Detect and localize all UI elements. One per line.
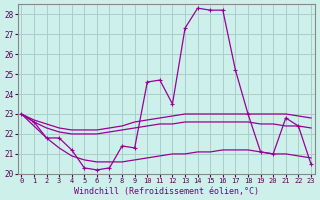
X-axis label: Windchill (Refroidissement éolien,°C): Windchill (Refroidissement éolien,°C)	[74, 187, 259, 196]
